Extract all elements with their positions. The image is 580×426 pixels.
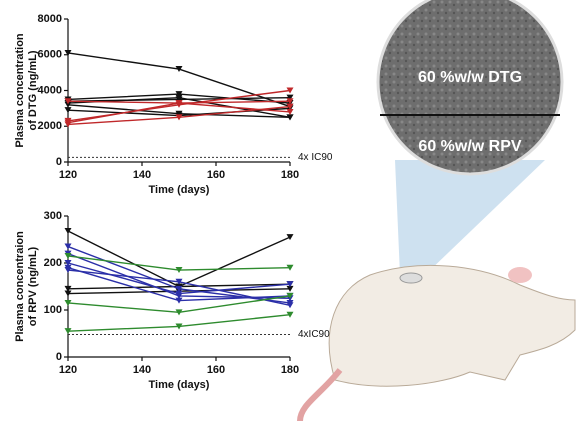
x-axis-label: Time (days) xyxy=(149,184,210,196)
x-tick-label: 120 xyxy=(59,169,77,181)
y-tick-label: 200 xyxy=(44,257,62,269)
mouse-body xyxy=(329,265,575,386)
marker xyxy=(65,228,72,234)
label: 60 %w/w RPV xyxy=(418,138,521,155)
figure: 60 %w/w DTG 60 %w/w RPV 0200040006000800… xyxy=(0,0,580,421)
mouse-tail xyxy=(300,370,340,421)
x-tick-label: 140 xyxy=(133,364,151,376)
y-tick-label: 2000 xyxy=(38,120,62,132)
y-tick-label: 0 xyxy=(56,156,62,168)
y-tick-label: 300 xyxy=(44,210,62,222)
y-axis-label: of RPV (ng/mL) xyxy=(27,246,39,326)
y-axis-label: of DTG (ng/mL) xyxy=(27,50,39,130)
x-tick-label: 140 xyxy=(133,169,151,181)
y-tick-label: 6000 xyxy=(38,49,62,61)
mouse-ear xyxy=(508,267,532,283)
x-tick-label: 160 xyxy=(207,364,225,376)
y-axis-label: Plasma concentraion xyxy=(14,231,26,342)
illustration: 60 %w/w DTG 60 %w/w RPV xyxy=(300,0,575,421)
x-tick-label: 180 xyxy=(281,169,299,181)
y-tick-label: 8000 xyxy=(38,13,62,25)
y-tick-label: 0 xyxy=(56,351,62,363)
label: 60 %w/w DTG xyxy=(418,69,522,86)
x-tick-label: 160 xyxy=(207,169,225,181)
y-tick-label: 4000 xyxy=(38,84,62,96)
marker xyxy=(65,244,72,250)
threshold-label: 4x IC90 xyxy=(298,152,333,163)
y-tick-label: 100 xyxy=(44,304,62,316)
y-axis-label: Plasma concentration xyxy=(14,33,26,148)
x-tick-label: 120 xyxy=(59,364,77,376)
x-tick-label: 180 xyxy=(281,364,299,376)
zoom-cone xyxy=(395,160,545,275)
x-axis-label: Time (days) xyxy=(149,379,210,391)
implant xyxy=(400,273,422,283)
marker xyxy=(287,234,294,240)
threshold-label: 4xIC90 xyxy=(298,329,330,340)
